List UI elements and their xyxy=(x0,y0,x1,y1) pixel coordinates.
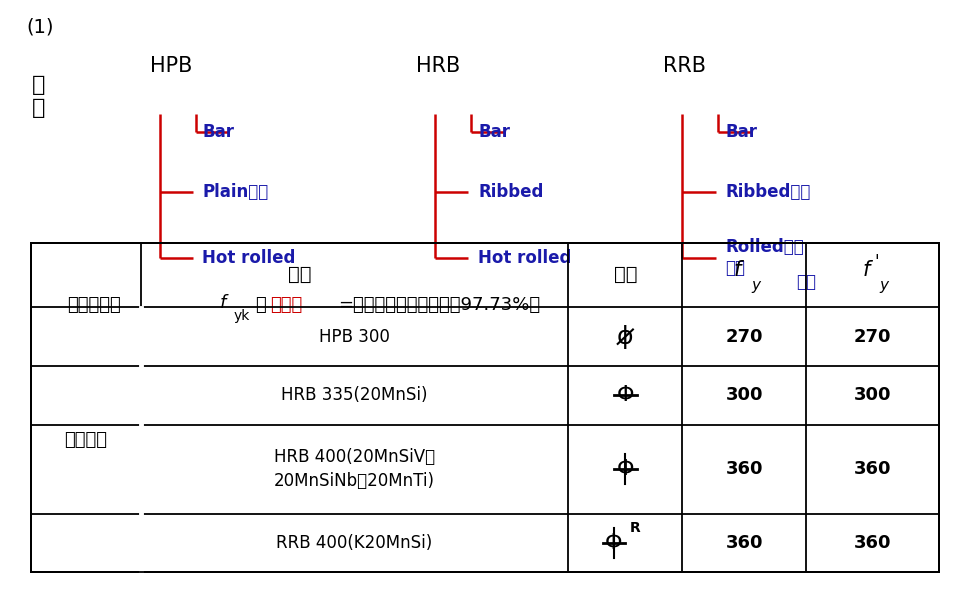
Text: 300: 300 xyxy=(726,387,763,404)
Bar xyxy=(32,243,939,572)
Text: RRB: RRB xyxy=(663,56,706,76)
Text: R: R xyxy=(630,521,641,535)
Text: 360: 360 xyxy=(726,534,763,552)
Text: 热轧钢筋: 热轧钢筋 xyxy=(64,431,107,449)
Text: ϕ: ϕ xyxy=(617,325,634,348)
Text: Bar: Bar xyxy=(725,123,757,140)
Text: Bar: Bar xyxy=(203,123,234,140)
Text: $f$: $f$ xyxy=(220,293,230,312)
Text: 360: 360 xyxy=(854,534,891,552)
Text: 强度标准值: 强度标准值 xyxy=(68,296,121,315)
Text: Hot rolled: Hot rolled xyxy=(203,249,295,267)
Text: ': ' xyxy=(875,253,880,271)
Text: (1): (1) xyxy=(27,18,54,37)
Text: （: （ xyxy=(254,296,266,315)
Text: 种类: 种类 xyxy=(288,266,312,284)
Text: Hot rolled: Hot rolled xyxy=(478,249,572,267)
Text: HPB 300: HPB 300 xyxy=(319,328,390,345)
Text: Ribbed: Ribbed xyxy=(478,183,543,201)
Text: HRB 400(20MnSiV、
20MnSiNb、20MnTi): HRB 400(20MnSiV、 20MnSiNb、20MnTi) xyxy=(273,448,435,490)
Text: 300: 300 xyxy=(854,387,891,404)
Text: 270: 270 xyxy=(854,328,891,345)
Text: Bar: Bar xyxy=(478,123,510,140)
Text: HRB: HRB xyxy=(416,56,461,76)
Text: 处理: 处理 xyxy=(796,272,816,290)
Text: $f$: $f$ xyxy=(733,260,746,280)
Text: 符号: 符号 xyxy=(614,266,637,284)
Bar xyxy=(32,243,939,572)
Text: =钢材废品限值，保证率97.73%）: =钢材废品限值，保证率97.73%） xyxy=(338,296,540,315)
Text: HRB 335(20MnSi): HRB 335(20MnSi) xyxy=(281,387,427,404)
Text: 标准值: 标准值 xyxy=(270,296,302,315)
Text: 种
类: 种 类 xyxy=(33,74,46,118)
Text: yk: yk xyxy=(233,309,250,323)
Text: 270: 270 xyxy=(726,328,763,345)
Text: RRB 400(K20MnSi): RRB 400(K20MnSi) xyxy=(276,534,432,552)
Text: y: y xyxy=(751,278,760,293)
Text: Ribbed带肋: Ribbed带肋 xyxy=(725,183,811,201)
Text: 360: 360 xyxy=(854,460,891,478)
Text: Φ: Φ xyxy=(617,385,634,405)
Text: HPB: HPB xyxy=(150,56,192,76)
Text: Rolled余热
处理: Rolled余热 处理 xyxy=(725,238,804,277)
Text: Φ: Φ xyxy=(617,459,634,479)
Text: Φ: Φ xyxy=(605,533,622,553)
Text: y: y xyxy=(880,278,888,293)
Text: 360: 360 xyxy=(726,460,763,478)
Text: Plain光圆: Plain光圆 xyxy=(203,183,269,201)
Text: $f$: $f$ xyxy=(861,260,874,280)
